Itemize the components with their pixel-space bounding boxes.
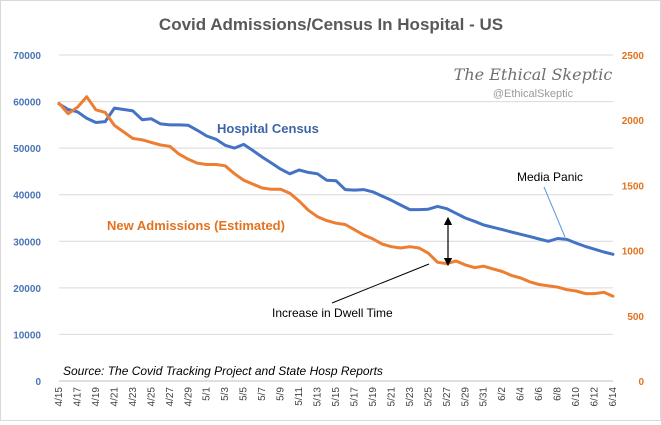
x-tick-label: 5/5	[239, 387, 250, 401]
x-tick-label: 4/23	[128, 387, 139, 407]
media-panic-annotation: Media Panic	[517, 170, 583, 184]
x-tick-label: 5/27	[442, 387, 453, 407]
watermark-handle: @EthicalSkeptic	[493, 88, 574, 100]
x-axis-ticks: 4/15 4/17 4/19 4/21 4/23 4/25 4/27 4/29 5/1 5/3 5/…	[54, 387, 619, 407]
x-tick-label: 5/11	[294, 387, 305, 406]
x-tick-label: 5/23	[405, 387, 416, 407]
x-tick-label: 5/13	[313, 387, 324, 407]
x-tick-label: 5/21	[386, 387, 397, 407]
right-tick-label: 2000	[622, 116, 645, 127]
hospital-census-line	[57, 102, 615, 256]
left-tick-label: 70000	[13, 51, 41, 62]
admissions-series-label: New Admissions (Estimated)	[107, 218, 285, 233]
dwell-time-leader	[331, 263, 430, 304]
left-tick-label: 0	[35, 377, 41, 388]
x-tick-label: 4/19	[91, 387, 102, 407]
watermark-name: The Ethical Skeptic	[454, 65, 613, 84]
x-tick-label: 4/17	[72, 387, 83, 407]
x-tick-label: 5/3	[220, 387, 231, 401]
x-tick-label: 4/21	[109, 387, 120, 407]
right-tick-label: 1000	[622, 247, 645, 258]
x-tick-label: 6/6	[534, 387, 545, 401]
x-tick-label: 5/15	[331, 387, 342, 407]
right-tick-label: 2500	[622, 51, 645, 62]
census-series-label: Hospital Census	[217, 121, 319, 136]
x-tick-label: 4/25	[146, 387, 157, 407]
x-tick-label: 6/10	[571, 387, 582, 407]
x-tick-label: 5/9	[276, 387, 287, 401]
x-tick-label: 6/2	[497, 387, 508, 401]
source-note: Source: The Covid Tracking Project and S…	[63, 364, 383, 378]
gridlines	[59, 54, 613, 335]
media-panic-leader	[543, 186, 566, 238]
right-tick-label: 0	[638, 377, 644, 388]
x-tick-label: 4/15	[54, 387, 65, 407]
x-tick-label: 4/27	[165, 387, 176, 407]
chart-title: Covid Admissions/Census In Hospital - US	[159, 15, 503, 34]
left-tick-label: 60000	[13, 98, 41, 109]
x-tick-label: 6/14	[608, 387, 619, 407]
x-tick-label: 5/25	[423, 387, 434, 407]
x-tick-label: 5/31	[479, 387, 490, 407]
x-tick-label: 6/4	[516, 387, 527, 401]
left-axis-ticks: 0 10000 20000 30000 40000 50000 60000 70000	[13, 51, 41, 388]
x-tick-label: 6/8	[553, 387, 564, 401]
x-tick-label: 5/7	[257, 387, 268, 401]
x-tick-label: 5/29	[460, 387, 471, 407]
watermark: The Ethical Skeptic @EthicalSkeptic	[454, 65, 613, 100]
dwell-time-annotation: Increase in Dwell Time	[272, 306, 393, 320]
left-tick-label: 30000	[13, 237, 41, 248]
x-tick-label: 5/19	[368, 387, 379, 407]
left-tick-label: 40000	[13, 191, 41, 202]
left-tick-label: 10000	[13, 330, 41, 341]
left-tick-label: 20000	[13, 284, 41, 295]
x-tick-label: 6/12	[590, 387, 601, 407]
right-tick-label: 500	[627, 312, 644, 323]
right-tick-label: 1500	[622, 181, 645, 192]
x-tick-label: 4/29	[183, 387, 194, 407]
x-tick-label: 5/17	[349, 387, 360, 407]
right-axis-ticks: 0 500 1000 1500 2000 2500	[622, 51, 645, 388]
left-tick-label: 50000	[13, 144, 41, 155]
x-tick-label: 5/1	[202, 387, 213, 401]
series-layer	[57, 95, 615, 298]
new-admissions-line	[57, 95, 615, 298]
